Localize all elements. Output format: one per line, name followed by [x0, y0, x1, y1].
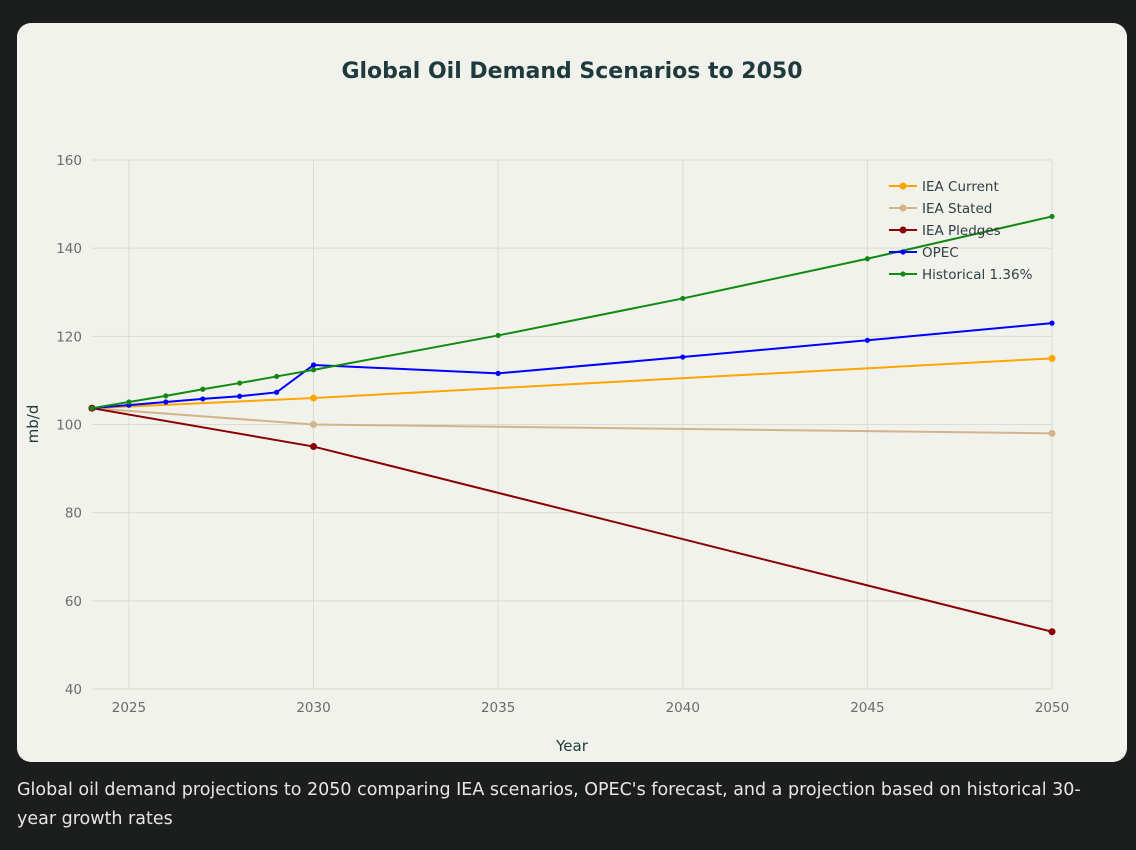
legend-marker	[899, 204, 907, 212]
data-point[interactable]	[237, 393, 243, 399]
x-tick-label: 2040	[666, 700, 700, 716]
chart-card: 40 60 80 100 120 140 160 2025 2030 2035 2040 2045 20…	[17, 23, 1127, 762]
x-tick-label: 2025	[112, 700, 146, 716]
legend-item[interactable]: IEA Current	[889, 179, 999, 195]
data-point[interactable]	[310, 421, 318, 428]
legend-item[interactable]: Historical 1.36%	[889, 267, 1033, 283]
x-tick-label: 2035	[481, 700, 515, 716]
data-point[interactable]	[274, 389, 280, 395]
data-point[interactable]	[864, 337, 870, 343]
y-tick-label: 80	[65, 506, 82, 522]
x-tick-label: 2045	[850, 700, 884, 716]
data-point[interactable]	[237, 380, 243, 386]
data-point[interactable]	[274, 373, 280, 380]
legend-marker	[899, 226, 907, 234]
y-tick-label: 140	[56, 241, 82, 257]
legend-label: OPEC	[922, 245, 959, 261]
series-line	[91, 407, 1053, 633]
legend-item[interactable]: IEA Stated	[889, 201, 992, 217]
legend-marker	[900, 271, 906, 277]
legend-marker	[900, 249, 906, 255]
data-point[interactable]	[495, 332, 501, 339]
legend: IEA Current IEA Stated IEA Pledges OPEC Hist…	[889, 179, 1033, 283]
data-point[interactable]	[495, 370, 501, 376]
legend-label: IEA Pledges	[922, 223, 1001, 239]
y-tick-label: 160	[56, 153, 82, 169]
data-point[interactable]	[1048, 429, 1056, 437]
data-point[interactable]	[1049, 320, 1055, 326]
data-point[interactable]	[310, 362, 317, 368]
data-point[interactable]	[1048, 628, 1056, 636]
y-axis-label: mb/d	[24, 405, 42, 444]
data-point[interactable]	[1048, 354, 1056, 362]
data-point[interactable]	[310, 443, 318, 451]
data-point[interactable]	[310, 367, 317, 373]
y-tick-label: 100	[56, 418, 82, 434]
legend-item[interactable]: OPEC	[889, 245, 959, 261]
data-point[interactable]	[89, 405, 95, 411]
data-point[interactable]	[864, 256, 870, 262]
y-tick-label: 40	[65, 682, 82, 698]
x-axis-label: Year	[555, 737, 589, 755]
data-point[interactable]	[1049, 213, 1055, 220]
data-point[interactable]	[200, 386, 206, 392]
legend-marker	[899, 182, 907, 190]
data-point[interactable]	[163, 393, 169, 399]
data-point[interactable]	[680, 354, 686, 360]
legend-label: Historical 1.36%	[922, 267, 1033, 283]
y-tick-label: 120	[56, 329, 82, 345]
data-point[interactable]	[200, 396, 206, 402]
x-tick-label: 2050	[1035, 700, 1069, 716]
series-line	[91, 407, 1053, 435]
data-point[interactable]	[163, 399, 169, 405]
legend-label: IEA Stated	[922, 201, 992, 217]
y-tick-label: 60	[65, 594, 82, 610]
line-chart: 40 60 80 100 120 140 160 2025 2030 2035 2040 2045 20…	[24, 59, 1069, 755]
series-historical-1-36-	[89, 213, 1055, 411]
series-line	[91, 215, 1053, 410]
legend-item[interactable]: IEA Pledges	[889, 223, 1001, 239]
legend-label: IEA Current	[922, 179, 999, 195]
data-point[interactable]	[126, 399, 132, 405]
chart-title: Global Oil Demand Scenarios to 2050	[341, 59, 802, 84]
data-point[interactable]	[680, 295, 686, 302]
data-point[interactable]	[310, 394, 318, 402]
chart-caption: Global oil demand projections to 2050 co…	[17, 780, 1081, 829]
x-tick-label: 2030	[296, 700, 330, 716]
